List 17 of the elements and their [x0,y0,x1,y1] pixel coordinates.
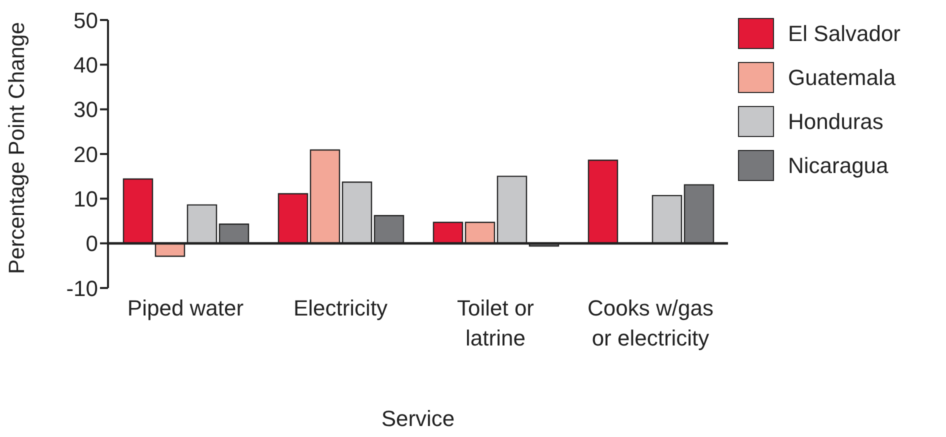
y-tick-label: 40 [74,52,98,78]
y-tick-label: 10 [74,186,98,212]
legend-label: Honduras [788,108,884,134]
x-tick-label: Cooks w/gas or electricity [588,296,714,351]
y-tick-label: 20 [74,142,98,167]
x-axis-title: Service [381,406,455,431]
y-tick-label: 30 [74,97,98,122]
legend-label: El Salvador [788,20,901,46]
y-tick-label: 0 [86,231,98,256]
legend-label: Guatemala [788,64,896,90]
y-tick-label: -10 [66,276,98,301]
y-axis-title: Percentage Point Change [4,22,29,274]
x-tick-label: Toilet or latrine [456,296,534,351]
x-tick-label: Electricity [293,296,388,321]
legend-label: Nicaragua [788,152,888,178]
x-tick-label: Piped water [127,296,244,321]
y-tick-label: 50 [74,8,98,33]
